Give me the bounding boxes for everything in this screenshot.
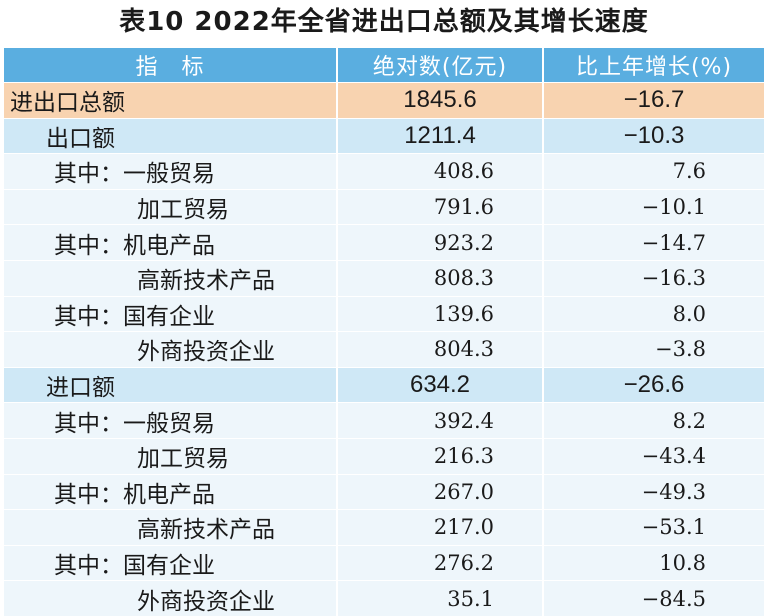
row-label: 高新技术产品 bbox=[4, 509, 337, 546]
table-row: 其中：国有企业 276.2 10.8 bbox=[4, 544, 764, 581]
table-row: 进出口总额 1845.6 −16.7 bbox=[4, 82, 764, 119]
row-change: −16.7 bbox=[542, 82, 764, 119]
row-change: −26.6 bbox=[542, 366, 764, 403]
table-row: 出口额 1211.4 −10.3 bbox=[4, 117, 764, 154]
row-label: 外商投资企业 bbox=[4, 580, 337, 616]
row-value: 923.2 bbox=[336, 224, 543, 261]
row-value: 791.6 bbox=[336, 188, 543, 225]
table-row: 其中：一般贸易 392.4 8.2 bbox=[4, 402, 764, 439]
row-value: 634.2 bbox=[336, 366, 543, 403]
row-change: 8.2 bbox=[542, 402, 764, 439]
row-label: 高新技术产品 bbox=[4, 259, 337, 297]
row-change: −53.1 bbox=[542, 509, 764, 546]
row-label: 其中：国有企业 bbox=[4, 295, 337, 332]
row-value: 139.6 bbox=[336, 295, 543, 332]
header-indicator: 指 标 bbox=[4, 48, 337, 83]
table-row: 高新技术产品 217.0 −53.1 bbox=[4, 509, 764, 546]
row-value: 35.1 bbox=[336, 580, 543, 616]
row-value: 392.4 bbox=[336, 402, 543, 439]
row-change: −16.3 bbox=[542, 259, 764, 297]
row-change: 8.0 bbox=[542, 295, 764, 332]
row-value: 217.0 bbox=[336, 509, 543, 546]
row-label: 其中：一般贸易 bbox=[4, 153, 337, 190]
row-value: 216.3 bbox=[336, 437, 543, 475]
table-row: 外商投资企业 804.3 −3.8 bbox=[4, 331, 764, 368]
table-row: 进口额 634.2 −26.6 bbox=[4, 366, 764, 403]
row-value: 408.6 bbox=[336, 153, 543, 190]
row-change: −49.3 bbox=[542, 473, 764, 510]
row-value: 276.2 bbox=[336, 544, 543, 581]
table-row: 高新技术产品 808.3 −16.3 bbox=[4, 259, 764, 297]
header-absolute: 绝对数(亿元) bbox=[336, 48, 543, 83]
row-change: −43.4 bbox=[542, 437, 764, 475]
row-change: −84.5 bbox=[542, 580, 764, 616]
row-label: 进出口总额 bbox=[4, 82, 337, 119]
row-label: 外商投资企业 bbox=[4, 331, 337, 368]
table-row: 其中：机电产品 923.2 −14.7 bbox=[4, 224, 764, 261]
row-change: −3.8 bbox=[542, 331, 764, 368]
row-value: 808.3 bbox=[336, 259, 543, 297]
trade-table: 指 标 绝对数(亿元) 比上年增长(%) 进出口总额 1845.6 −16.7 … bbox=[4, 48, 764, 616]
table-row: 外商投资企业 35.1 −84.5 bbox=[4, 580, 764, 616]
row-change: −10.3 bbox=[542, 117, 764, 154]
row-change: 7.6 bbox=[542, 153, 764, 190]
table-row: 其中：机电产品 267.0 −49.3 bbox=[4, 473, 764, 510]
table-row: 其中：国有企业 139.6 8.0 bbox=[4, 295, 764, 332]
row-label: 出口额 bbox=[4, 117, 337, 154]
table-row: 加工贸易 791.6 −10.1 bbox=[4, 188, 764, 225]
row-change: 10.8 bbox=[542, 544, 764, 581]
table-row: 其中：一般贸易 408.6 7.6 bbox=[4, 153, 764, 190]
row-label: 进口额 bbox=[4, 366, 337, 403]
row-change: −14.7 bbox=[542, 224, 764, 261]
row-value: 804.3 bbox=[336, 331, 543, 368]
header-row: 指 标 绝对数(亿元) 比上年增长(%) bbox=[4, 48, 764, 83]
header-growth: 比上年增长(%) bbox=[542, 48, 764, 83]
row-label: 其中：机电产品 bbox=[4, 473, 337, 510]
row-value: 1211.4 bbox=[336, 117, 543, 154]
row-label: 其中：一般贸易 bbox=[4, 402, 337, 439]
row-value: 267.0 bbox=[336, 473, 543, 510]
row-label: 其中：国有企业 bbox=[4, 544, 337, 581]
row-change: −10.1 bbox=[542, 188, 764, 225]
table-title: 表10 2022年全省进出口总额及其增长速度 bbox=[119, 7, 649, 37]
row-label: 加工贸易 bbox=[4, 437, 337, 475]
row-label: 加工贸易 bbox=[4, 188, 337, 225]
row-value: 1845.6 bbox=[336, 82, 543, 119]
table-row: 加工贸易 216.3 −43.4 bbox=[4, 437, 764, 475]
row-label: 其中：机电产品 bbox=[4, 224, 337, 261]
